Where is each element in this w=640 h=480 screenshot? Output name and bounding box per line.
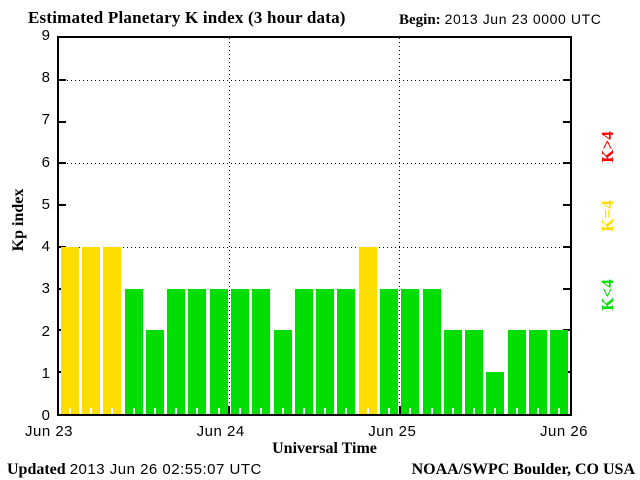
bar-bottom-tick — [558, 408, 561, 414]
kp-bar — [358, 246, 377, 414]
gridline-horizontal — [59, 163, 570, 165]
kp-bar — [465, 330, 484, 414]
kp-bar — [529, 330, 548, 414]
day-tick — [228, 406, 231, 414]
gridline-horizontal — [59, 79, 570, 81]
y-axis-tick-labels: 0 1 2 3 4 5 6 7 8 9 — [0, 0, 50, 480]
y-axis-tick-left — [59, 204, 66, 207]
gridline-day-boundary — [399, 38, 401, 414]
kp-bar — [188, 288, 207, 414]
y-axis-tick-right — [563, 78, 570, 81]
bar-bottom-tick — [111, 408, 114, 414]
begin-label: Begin: — [399, 12, 441, 28]
bar-bottom-tick — [281, 408, 284, 414]
kp-bar — [294, 288, 313, 414]
kp-bar — [81, 246, 100, 414]
bar-bottom-tick — [68, 408, 71, 414]
day-tick — [398, 406, 401, 414]
bar-bottom-tick — [409, 408, 412, 414]
bar-bottom-tick — [494, 408, 497, 414]
kp-bar — [507, 330, 526, 414]
kp-bar — [380, 288, 399, 414]
y-tick-label: 9 — [41, 27, 50, 44]
kp-bar — [145, 330, 164, 414]
bar-bottom-tick — [388, 408, 391, 414]
kp-bar — [124, 288, 143, 414]
bar-bottom-tick — [366, 408, 369, 414]
bar-bottom-tick — [345, 408, 348, 414]
kp-bar — [167, 288, 186, 414]
y-axis-tick-right — [563, 287, 570, 290]
y-axis-tick-right — [563, 162, 570, 165]
x-tick-label: Jun 25 — [368, 423, 417, 440]
y-tick-label: 5 — [41, 195, 50, 213]
plot-area — [57, 36, 572, 416]
begin-datetime: Begin: 2013 Jun 23 0000 UTC — [399, 11, 601, 29]
kp-bar — [230, 288, 249, 414]
y-tick-label: 6 — [41, 153, 50, 171]
bar-bottom-tick — [153, 408, 156, 414]
updated-value: 2013 Jun 26 02:55:07 UTC — [69, 461, 262, 478]
y-tick-label: 1 — [41, 364, 50, 382]
y-axis-tick-right — [563, 245, 570, 248]
bar-bottom-tick — [473, 408, 476, 414]
y-tick-label: 0 — [41, 407, 50, 424]
y-axis-tick-left — [59, 120, 66, 123]
y-tick-label: 4 — [41, 238, 50, 256]
bar-bottom-tick — [302, 408, 305, 414]
begin-value: 2013 Jun 23 0000 UTC — [444, 11, 602, 27]
bar-bottom-tick — [515, 408, 518, 414]
updated-label: Updated — [7, 461, 66, 478]
kp-bar — [60, 246, 79, 414]
x-tick-label: Jun 24 — [196, 423, 245, 440]
chart-title: Estimated Planetary K index (3 hour data… — [28, 8, 346, 27]
bar-bottom-tick — [238, 408, 241, 414]
bar-bottom-tick — [451, 408, 454, 414]
y-axis-tick-left — [59, 78, 66, 81]
updated-timestamp: Updated 2013 Jun 26 02:55:07 UTC — [7, 461, 262, 479]
y-tick-label: 7 — [41, 111, 50, 129]
kp-bar — [401, 288, 420, 414]
y-axis-tick-right — [563, 329, 570, 332]
kp-bar — [443, 330, 462, 414]
kp-bar — [422, 288, 441, 414]
bar-bottom-tick — [324, 408, 327, 414]
bar-bottom-tick — [537, 408, 540, 414]
kp-bar — [486, 372, 505, 414]
bar-bottom-tick — [217, 408, 220, 414]
kp-bar — [103, 246, 122, 414]
kp-bar — [316, 288, 335, 414]
y-axis-tick-left — [59, 245, 66, 248]
x-tick-label: Jun 26 — [539, 423, 589, 440]
y-tick-label: 8 — [41, 69, 50, 87]
y-axis-tick-right — [563, 120, 570, 123]
bar-bottom-tick — [175, 408, 178, 414]
bar-bottom-tick — [132, 408, 135, 414]
noaa-swpc-credit: NOAA/SWPC Boulder, CO USA — [411, 461, 635, 478]
gridline-day-boundary — [228, 38, 230, 414]
gridline-horizontal — [59, 246, 570, 248]
legend-k-below-4: K<4 — [598, 279, 617, 311]
bar-bottom-tick — [196, 408, 199, 414]
kp-bar — [252, 288, 271, 414]
bar-bottom-tick — [260, 408, 263, 414]
y-axis-tick-right — [563, 204, 570, 207]
legend-k-equal-4: K=4 — [598, 200, 617, 232]
kp-bar — [209, 288, 228, 414]
bar-bottom-tick — [430, 408, 433, 414]
y-tick-label: 3 — [41, 280, 50, 298]
x-axis-title: Universal Time — [272, 440, 377, 457]
y-axis-tick-left — [59, 162, 66, 165]
kp-bar — [550, 330, 569, 414]
kp-bar — [273, 330, 292, 414]
bar-bottom-tick — [89, 408, 92, 414]
y-tick-label: 2 — [41, 322, 50, 340]
kp-bar — [337, 288, 356, 414]
legend-k-above-4: K>4 — [598, 131, 617, 163]
